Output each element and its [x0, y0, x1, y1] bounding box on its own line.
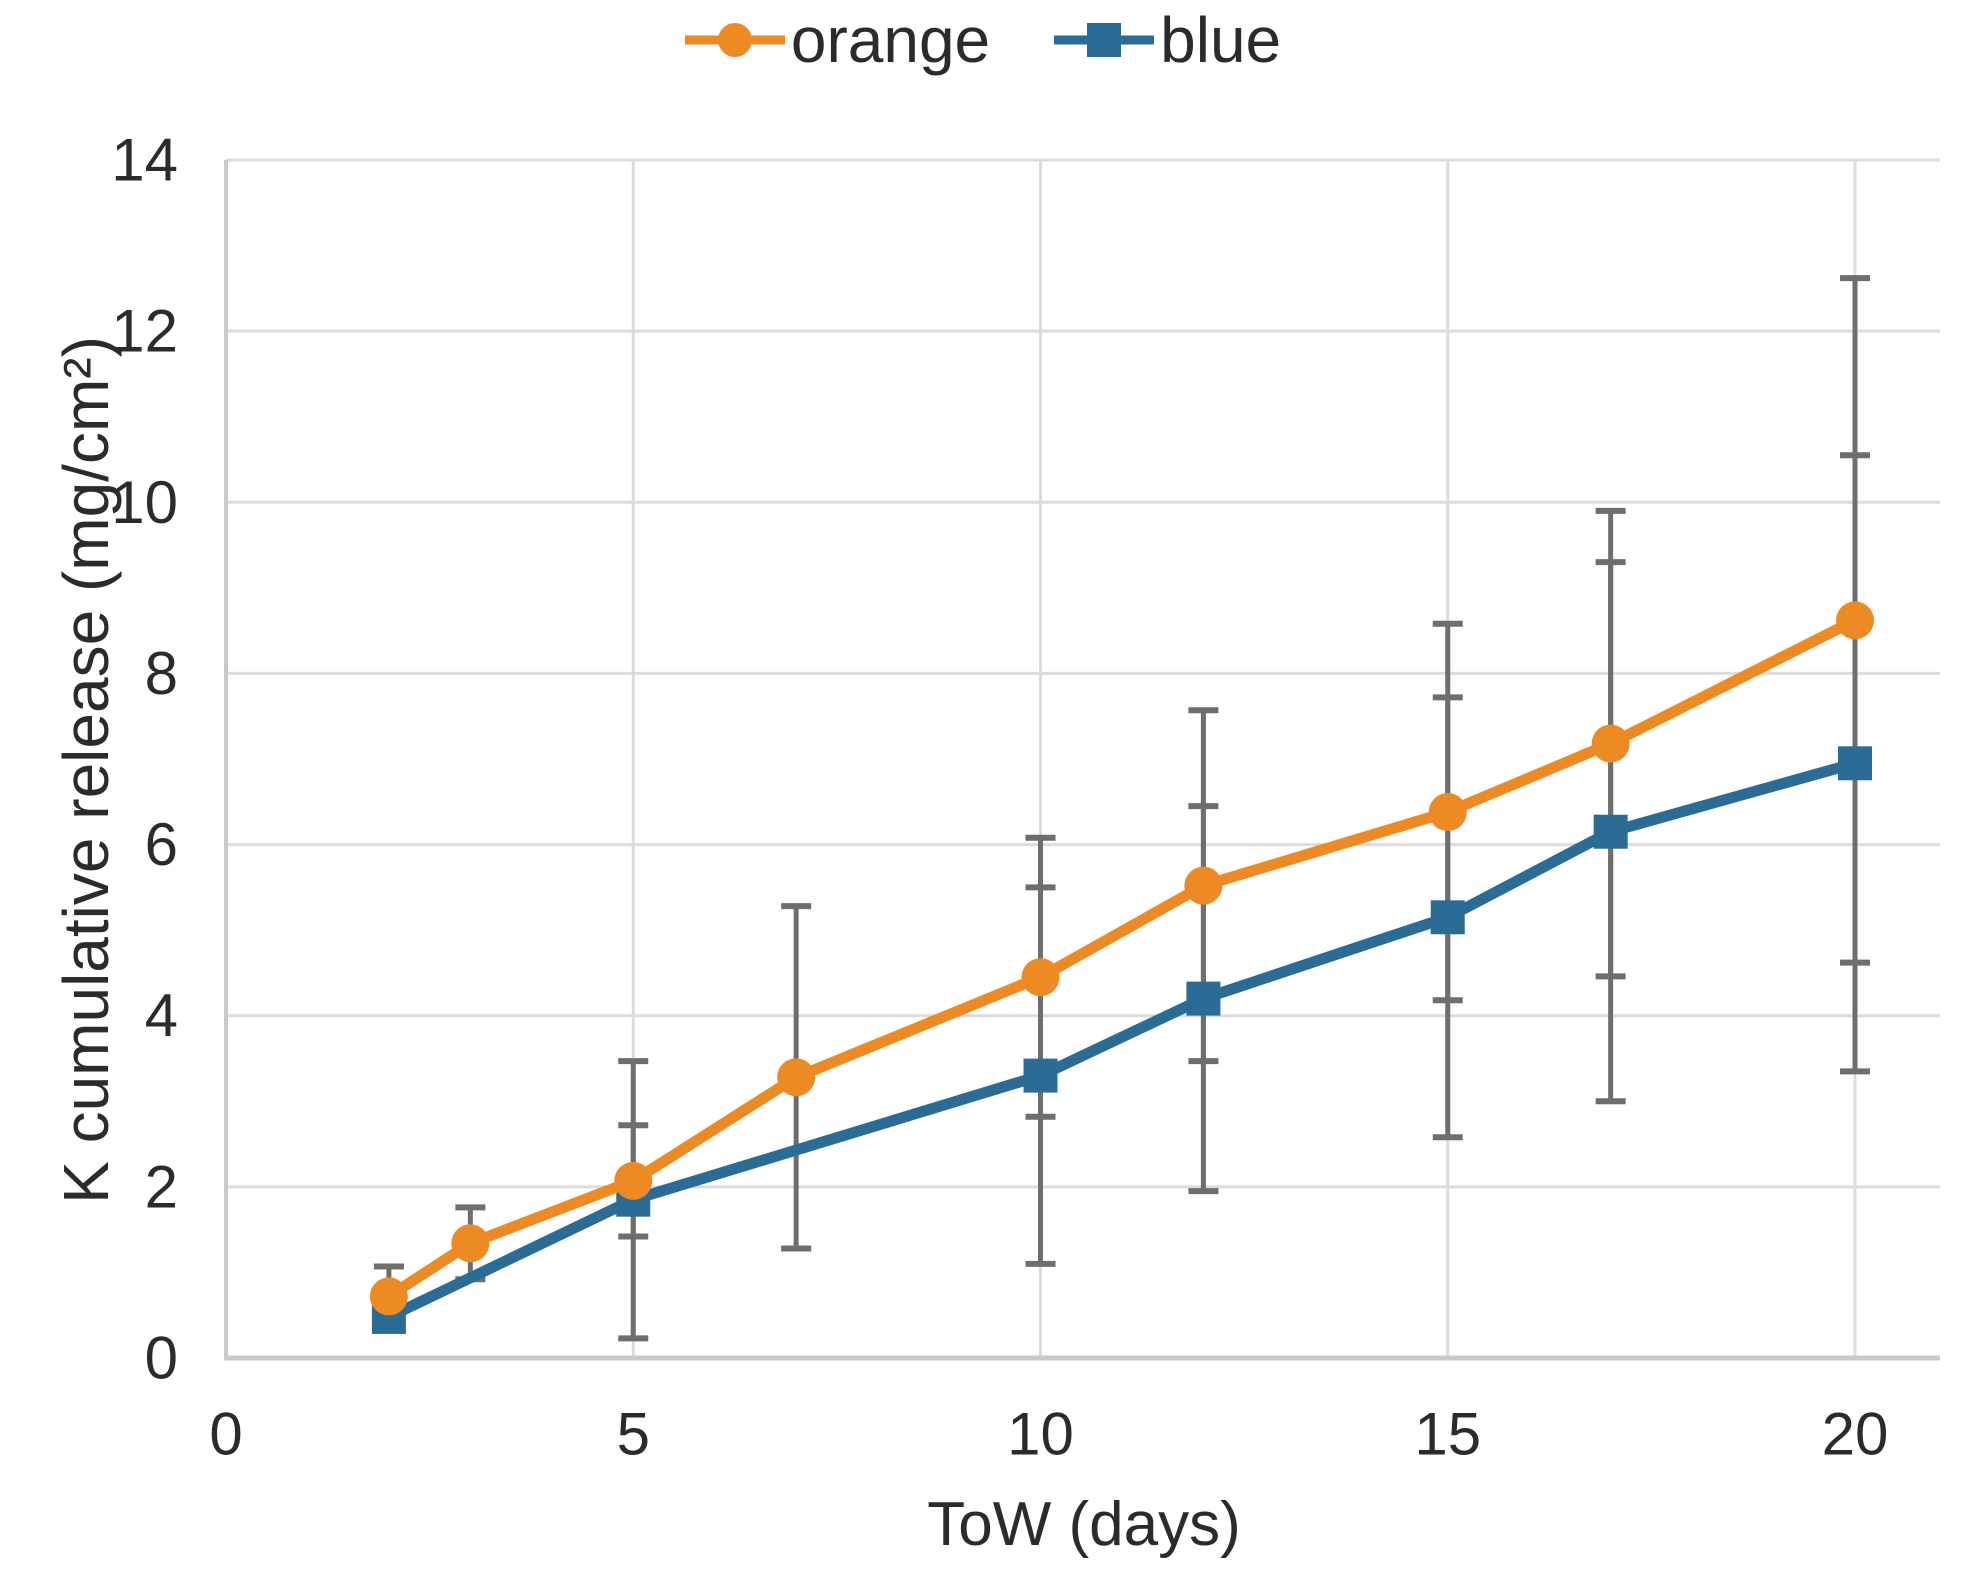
- legend-label-blue: blue: [1160, 4, 1282, 76]
- x-tick-label: 15: [1414, 1401, 1481, 1468]
- data-point-blue: [1593, 814, 1628, 849]
- data-point-orange: [1184, 866, 1223, 905]
- data-point-orange: [1591, 724, 1630, 763]
- data-point-orange: [1021, 958, 1060, 997]
- data-point-orange: [777, 1058, 816, 1097]
- data-point-blue: [1023, 1058, 1058, 1093]
- y-tick-label: 14: [111, 127, 178, 194]
- x-tick-label: 0: [209, 1401, 242, 1468]
- y-tick-label: 12: [111, 298, 178, 365]
- data-point-orange: [1428, 793, 1467, 832]
- data-point-blue: [1838, 746, 1872, 781]
- data-point-blue: [1186, 981, 1221, 1016]
- legend-item-blue: blue: [1052, 8, 1281, 72]
- series-line-blue: [383, 757, 1861, 1323]
- legend-item-orange: orange: [683, 8, 990, 72]
- x-tick-label: 5: [617, 1401, 650, 1468]
- blue-series-key-icon: [1054, 23, 1155, 57]
- y-tick-label: 8: [145, 640, 178, 707]
- y-tick-label: 10: [111, 469, 178, 536]
- chart-legend: orange blue: [0, 8, 1964, 72]
- x-tick-label: 20: [1822, 1401, 1889, 1468]
- y-axis-title: K cumulative release (mg/cm²): [50, 336, 122, 1204]
- y-tick-label: 6: [145, 811, 178, 878]
- y-tick-label: 0: [145, 1325, 178, 1392]
- x-axis-title: ToW (days): [927, 1490, 1241, 1559]
- y-tick-label: 2: [145, 1153, 178, 1220]
- data-point-blue: [1430, 900, 1465, 935]
- data-point-orange: [614, 1161, 653, 1200]
- legend-label-orange: orange: [790, 4, 991, 76]
- x-tick-label: 10: [1007, 1401, 1074, 1468]
- data-point-orange: [451, 1224, 490, 1263]
- data-point-orange: [369, 1277, 408, 1316]
- orange-series-key-icon: [684, 23, 785, 57]
- data-point-orange: [1836, 601, 1874, 640]
- series-line-orange: [383, 614, 1861, 1302]
- y-tick-label: 4: [145, 982, 178, 1049]
